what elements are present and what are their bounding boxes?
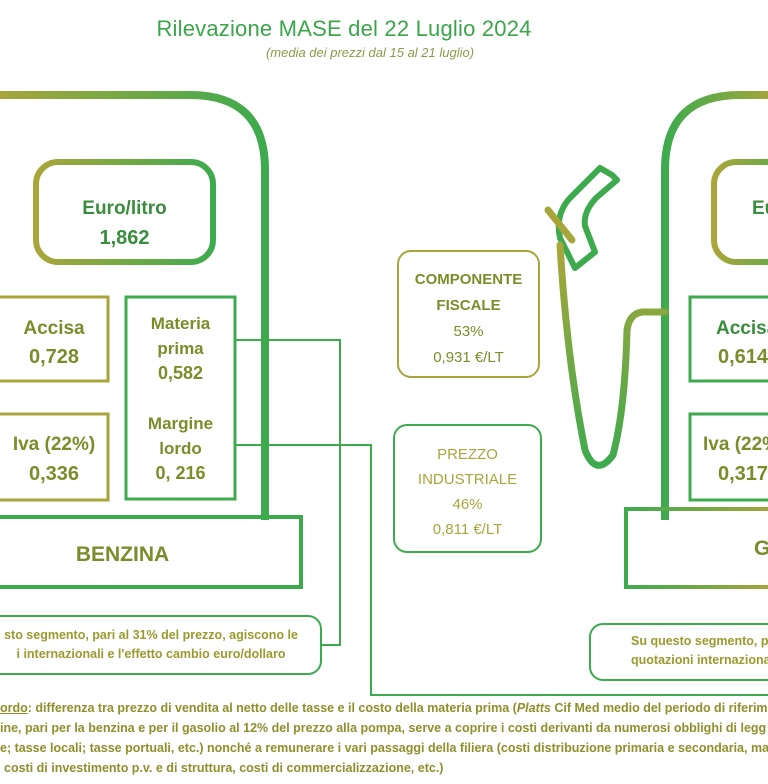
benzina-price-window: [33, 159, 216, 265]
benzina-accisa-value: 0,728: [28, 346, 80, 368]
footnote-line-2: ine, pari per la benzina e per il gasoli…: [0, 721, 767, 735]
benzina-iva-box: [0, 412, 110, 502]
gasolio-note-box: Su questo segmento, p quotazioni interna…: [589, 623, 768, 681]
gasolio-fuel-name: G: [754, 537, 768, 560]
gasolio-iva-label: Iva (22%: [703, 434, 768, 455]
footnote-line-1-tail: Cif Med medio del periodo di riferim: [550, 701, 768, 715]
industriale-line-1: PREZZO: [437, 446, 498, 463]
industriale-value: 0,811 €/LT: [432, 521, 503, 538]
gasolio-pump-base: [624, 507, 768, 589]
gasolio-price-label: Eu: [752, 198, 768, 219]
benzina-materia-label-2: prima: [157, 339, 204, 358]
gasolio-iva-value: 0,317: [718, 463, 768, 485]
benzina-note-line-2: i internazionali e l'effetto cambio euro…: [16, 647, 286, 661]
benzina-materia-margine-box: [124, 295, 237, 501]
page-title: Rilevazione MASE del 22 Luglio 2024: [156, 16, 532, 41]
benzina-accisa-box: [0, 295, 110, 383]
benzina-iva-label: Iva (22%): [12, 434, 96, 455]
benzina-note-line-1: sto segmento, pari al 31% del prezzo, ag…: [4, 628, 298, 642]
gasolio-note-line-1: Su questo segmento, p: [631, 634, 768, 648]
benzina-materia-value: 0,582: [157, 363, 204, 383]
benzina-pump-outline: [0, 91, 269, 520]
fiscale-line-2: FISCALE: [436, 297, 501, 314]
hose-icon: [556, 241, 669, 469]
fiscale-line-1: COMPONENTE: [414, 271, 523, 288]
benzina-iva-value: 0,336: [28, 463, 80, 485]
nozzle-lever: [544, 206, 576, 244]
benzina-price-value: 1,862: [99, 227, 150, 249]
footnote-line-3: e; tasse locali; tasse portuali, etc.) n…: [0, 741, 768, 755]
prezzo-industriale-box: PREZZO INDUSTRIALE 46% 0,811 €/LT: [393, 424, 542, 553]
connector-margine: [235, 444, 768, 696]
fiscale-value: 0,931 €/LT: [433, 349, 504, 366]
footnote-line-1: ordo: differenza tra prezzo di vendita a…: [0, 698, 768, 718]
footnote-term: ordo: [0, 701, 28, 715]
gasolio-note-line-2: quotazioni internaziona: [631, 653, 768, 667]
nozzle-icon: [555, 165, 620, 271]
industriale-line-2: INDUSTRIALE: [417, 471, 518, 488]
benzina-materia-label-1: Materia: [150, 314, 211, 333]
benzina-margine-value: 0, 216: [155, 463, 206, 483]
footnote-line-1-text: : differenza tra prezzo di vendita al ne…: [27, 701, 517, 715]
footnote: ordo: differenza tra prezzo di vendita a…: [0, 698, 768, 778]
industriale-pct: 46%: [452, 496, 483, 513]
gasolio-accisa-value: 0,614: [718, 346, 768, 368]
gasolio-iva-box: [688, 412, 768, 502]
benzina-pump-base: [0, 515, 303, 589]
footnote-line-4: costi di investimento p.v. e di struttur…: [4, 761, 444, 775]
benzina-fuel-name: BENZINA: [75, 543, 170, 566]
benzina-note-box: sto segmento, pari al 31% del prezzo, ag…: [0, 615, 322, 675]
benzina-price-label: Euro/litro: [82, 198, 167, 219]
benzina-margine-label-2: lordo: [159, 439, 202, 458]
gasolio-accisa-box: [688, 295, 768, 383]
gasolio-price-window: [711, 159, 768, 265]
gasolio-pump-outline: [661, 91, 768, 520]
componente-fiscale-box: COMPONENTE FISCALE 53% 0,931 €/LT: [397, 250, 540, 378]
connector-materia: [235, 339, 341, 646]
benzina-accisa-label: Accisa: [23, 318, 85, 339]
page-subtitle: (media dei prezzi dal 15 al 21 luglio): [265, 45, 475, 60]
fiscale-pct: 53%: [453, 323, 484, 340]
gasolio-accisa-label: Accisa: [716, 318, 768, 339]
benzina-margine-label-1: Margine: [147, 414, 214, 433]
footnote-platts: Platts: [516, 701, 551, 715]
